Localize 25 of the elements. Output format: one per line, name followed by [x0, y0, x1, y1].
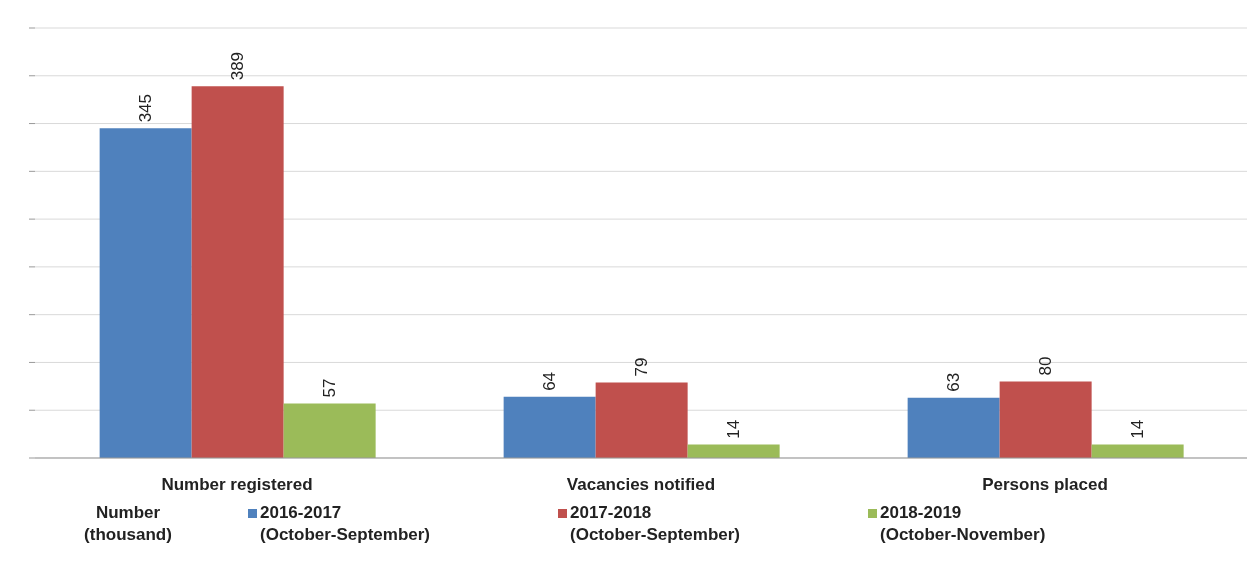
- legend-label: 2018-2019 (October-November): [880, 502, 1046, 546]
- bar: [283, 403, 376, 458]
- bar: [687, 444, 780, 458]
- data-label: 14: [1128, 419, 1148, 439]
- x-tick-label: Vacancies notified: [566, 475, 716, 495]
- data-label: 79: [632, 357, 652, 377]
- x-tick-label: Number registered: [161, 475, 313, 495]
- legend-label: 2017-2018 (October-September): [570, 502, 741, 546]
- data-label: 64: [540, 371, 560, 391]
- data-label: 345: [136, 93, 156, 123]
- bar: [1091, 444, 1184, 458]
- data-label: 63: [944, 372, 964, 392]
- data-label: 389: [228, 51, 248, 81]
- bar: [595, 382, 688, 458]
- data-label: 57: [320, 378, 340, 398]
- data-label: 80: [1036, 356, 1056, 376]
- bar: [999, 381, 1092, 458]
- legend-title: Number (thousand): [83, 502, 173, 546]
- bar: [503, 396, 596, 458]
- x-tick-label: Persons placed: [982, 475, 1108, 495]
- data-label: 14: [724, 419, 744, 439]
- bar: [191, 86, 284, 458]
- bar: [99, 128, 192, 458]
- bar: [907, 397, 1000, 458]
- legend-label: 2016-2017 (October-September): [260, 502, 431, 546]
